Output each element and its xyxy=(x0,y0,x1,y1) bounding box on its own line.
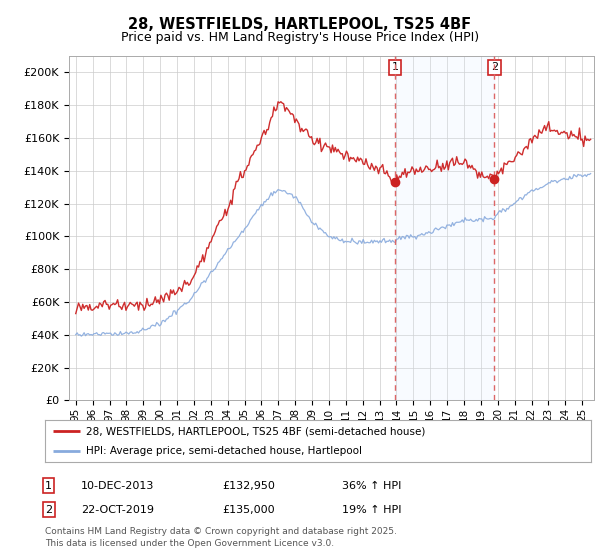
Text: 28, WESTFIELDS, HARTLEPOOL, TS25 4BF (semi-detached house): 28, WESTFIELDS, HARTLEPOOL, TS25 4BF (se… xyxy=(86,426,425,436)
Text: 10-DEC-2013: 10-DEC-2013 xyxy=(81,480,154,491)
Text: 2: 2 xyxy=(45,505,52,515)
Text: £132,950: £132,950 xyxy=(222,480,275,491)
Text: 28, WESTFIELDS, HARTLEPOOL, TS25 4BF: 28, WESTFIELDS, HARTLEPOOL, TS25 4BF xyxy=(128,17,472,31)
Text: £135,000: £135,000 xyxy=(222,505,275,515)
Text: 1: 1 xyxy=(392,62,398,72)
Text: 2: 2 xyxy=(491,62,498,72)
Text: Contains HM Land Registry data © Crown copyright and database right 2025.
This d: Contains HM Land Registry data © Crown c… xyxy=(45,527,397,548)
Text: 19% ↑ HPI: 19% ↑ HPI xyxy=(342,505,401,515)
Bar xyxy=(395,56,494,400)
Text: 22-OCT-2019: 22-OCT-2019 xyxy=(81,505,154,515)
Text: Price paid vs. HM Land Registry's House Price Index (HPI): Price paid vs. HM Land Registry's House … xyxy=(121,31,479,44)
Text: 36% ↑ HPI: 36% ↑ HPI xyxy=(342,480,401,491)
Text: 1: 1 xyxy=(45,480,52,491)
Text: HPI: Average price, semi-detached house, Hartlepool: HPI: Average price, semi-detached house,… xyxy=(86,446,362,456)
